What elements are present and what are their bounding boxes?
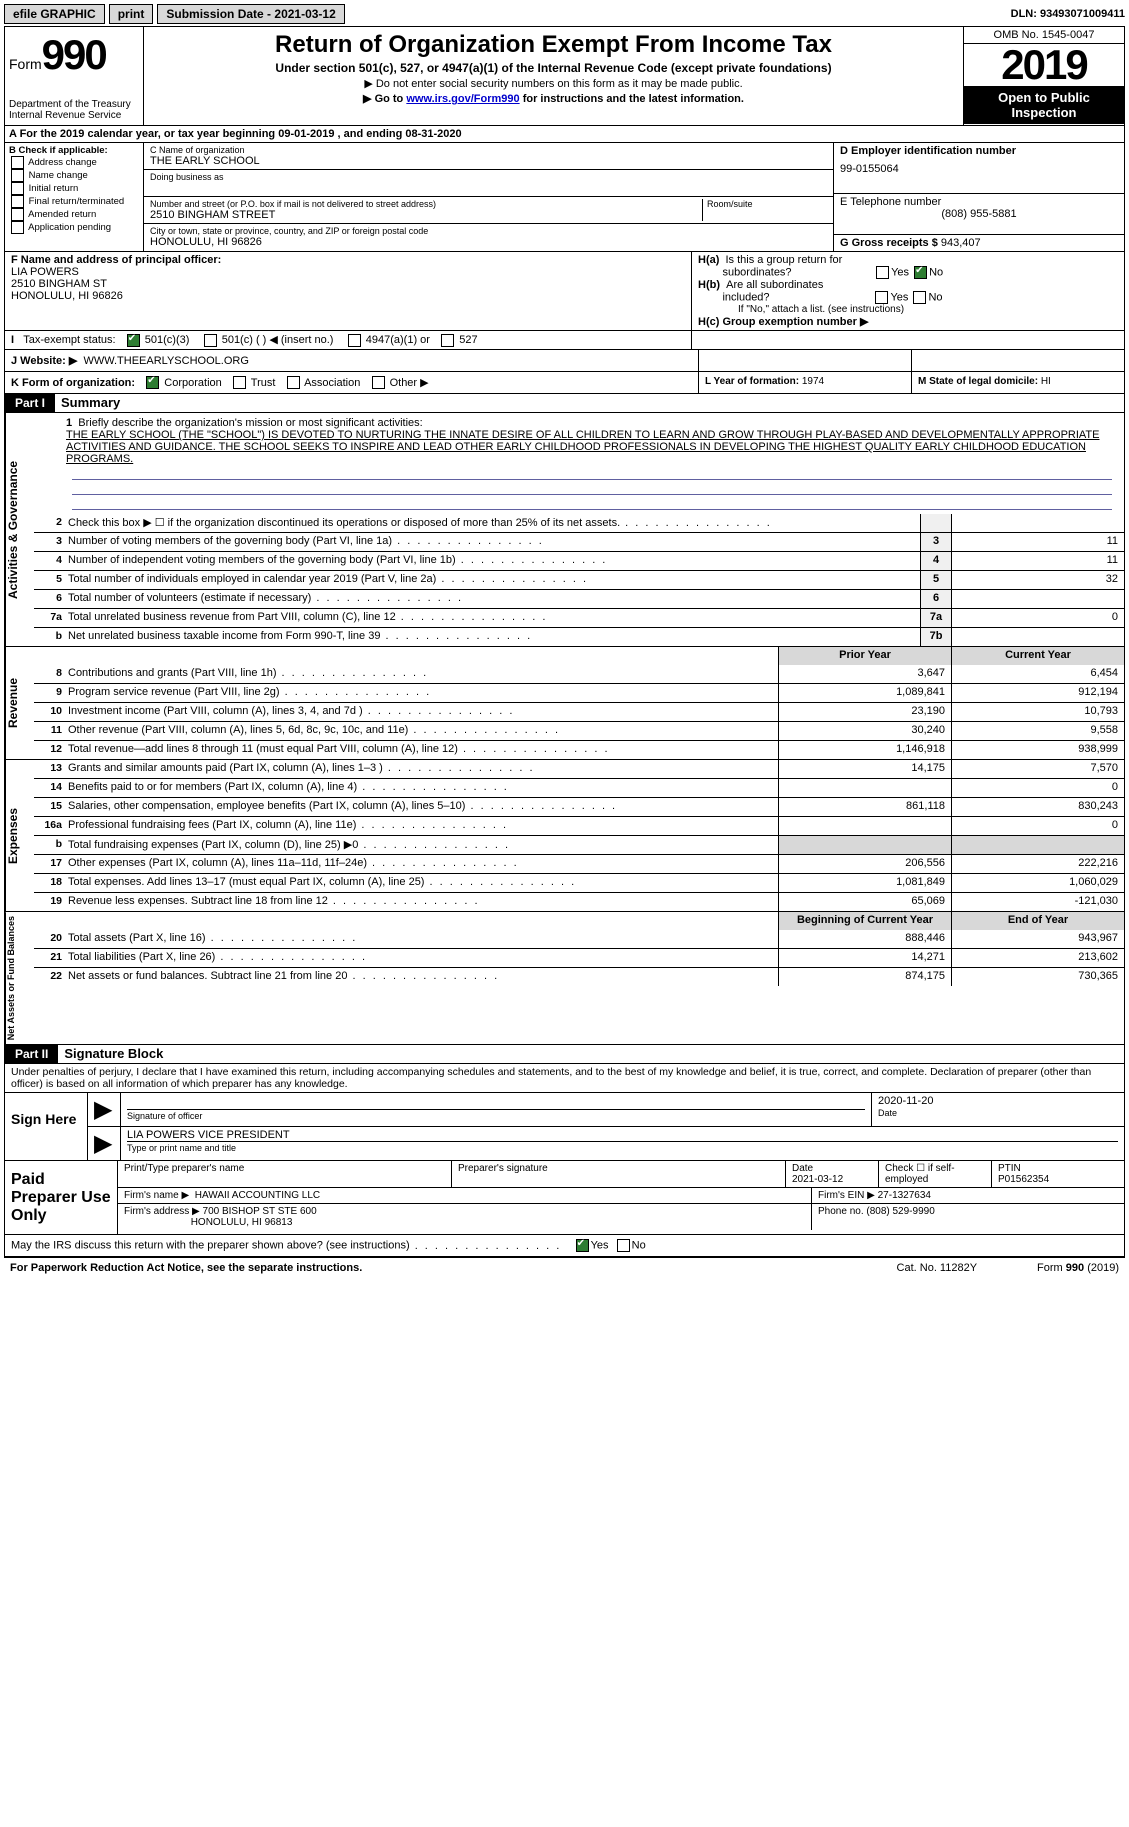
- summary-line: 12Total revenue—add lines 8 through 11 (…: [34, 740, 1124, 759]
- col-de: D Employer identification number 99-0155…: [833, 143, 1124, 251]
- header-right: OMB No. 1545-0047 2019 Open to Public In…: [963, 27, 1124, 125]
- summary-line: 11Other revenue (Part VIII, column (A), …: [34, 721, 1124, 740]
- period-row: A For the 2019 calendar year, or tax yea…: [5, 126, 1124, 143]
- row-i: I Tax-exempt status: 501(c)(3) 501(c) ( …: [5, 331, 1124, 350]
- header-center: Return of Organization Exempt From Incom…: [144, 27, 963, 125]
- summary-line: 13Grants and similar amounts paid (Part …: [34, 760, 1124, 778]
- org-c: C Name of organization THE EARLY SCHOOL …: [144, 143, 833, 251]
- summary-line: 20Total assets (Part X, line 16)888,4469…: [34, 930, 1124, 948]
- perjury: Under penalties of perjury, I declare th…: [5, 1064, 1124, 1093]
- summary-line: 21Total liabilities (Part X, line 26)14,…: [34, 948, 1124, 967]
- info-row: B Check if applicable: Address change Na…: [5, 143, 1124, 252]
- part1-header: Part ISummary: [5, 394, 1124, 413]
- print-btn[interactable]: print: [109, 4, 154, 24]
- footer: For Paperwork Reduction Act Notice, see …: [4, 1258, 1125, 1278]
- discuss-row: May the IRS discuss this return with the…: [5, 1235, 1124, 1257]
- row-fh: F Name and address of principal officer:…: [5, 252, 1124, 331]
- check-b: B Check if applicable: Address change Na…: [5, 143, 144, 251]
- net-assets: Net Assets or Fund Balances Beginning of…: [5, 912, 1124, 1045]
- summary-line: 22Net assets or fund balances. Subtract …: [34, 967, 1124, 986]
- summary-line: 10Investment income (Part VIII, column (…: [34, 702, 1124, 721]
- summary-line: 3Number of voting members of the governi…: [34, 532, 1124, 551]
- row-j: J Website: ▶ WWW.THEEARLYSCHOOL.ORG: [5, 350, 1124, 372]
- summary-line: bTotal fundraising expenses (Part IX, co…: [34, 835, 1124, 854]
- summary-line: 15Salaries, other compensation, employee…: [34, 797, 1124, 816]
- expenses: Expenses 13Grants and similar amounts pa…: [5, 760, 1124, 912]
- summary-line: 17Other expenses (Part IX, column (A), l…: [34, 854, 1124, 873]
- paid-preparer: Paid Preparer Use Only Print/Type prepar…: [5, 1161, 1124, 1235]
- summary-line: 9Program service revenue (Part VIII, lin…: [34, 683, 1124, 702]
- revenue: Revenue Prior Year Current Year 8Contrib…: [5, 647, 1124, 760]
- summary-line: 19Revenue less expenses. Subtract line 1…: [34, 892, 1124, 911]
- summary-line: 16aProfessional fundraising fees (Part I…: [34, 816, 1124, 835]
- sign-here: Sign Here ▶ Signature of officer 2020-11…: [5, 1093, 1124, 1161]
- part2-header: Part IISignature Block: [5, 1045, 1124, 1064]
- efile-btn[interactable]: efile GRAPHIC: [4, 4, 105, 24]
- header: Form990 Department of the Treasury Inter…: [5, 27, 1124, 126]
- summary-line: 14Benefits paid to or for members (Part …: [34, 778, 1124, 797]
- summary-line: bNet unrelated business taxable income f…: [34, 627, 1124, 646]
- header-left: Form990 Department of the Treasury Inter…: [5, 27, 144, 125]
- subdate-btn: Submission Date - 2021-03-12: [157, 4, 344, 24]
- row-k: K Form of organization: Corporation Trus…: [5, 372, 1124, 395]
- topbar: efile GRAPHIC print Submission Date - 20…: [4, 4, 1125, 24]
- summary-line: 8Contributions and grants (Part VIII, li…: [34, 665, 1124, 683]
- dln: DLN: 93493071009411: [1011, 8, 1125, 20]
- summary-line: 6Total number of volunteers (estimate if…: [34, 589, 1124, 608]
- summary-line: 18Total expenses. Add lines 13–17 (must …: [34, 873, 1124, 892]
- irs-link[interactable]: www.irs.gov/Form990: [406, 93, 519, 105]
- form-990: Form990 Department of the Treasury Inter…: [4, 26, 1125, 1258]
- summary-line: 7aTotal unrelated business revenue from …: [34, 608, 1124, 627]
- summary-line: 2Check this box ▶ ☐ if the organization …: [34, 514, 1124, 532]
- summary-line: 4Number of independent voting members of…: [34, 551, 1124, 570]
- summary-line: 5Total number of individuals employed in…: [34, 570, 1124, 589]
- mission: 1 Briefly describe the organization's mi…: [34, 413, 1124, 514]
- activities-governance: Activities & Governance 1 Briefly descri…: [5, 413, 1124, 647]
